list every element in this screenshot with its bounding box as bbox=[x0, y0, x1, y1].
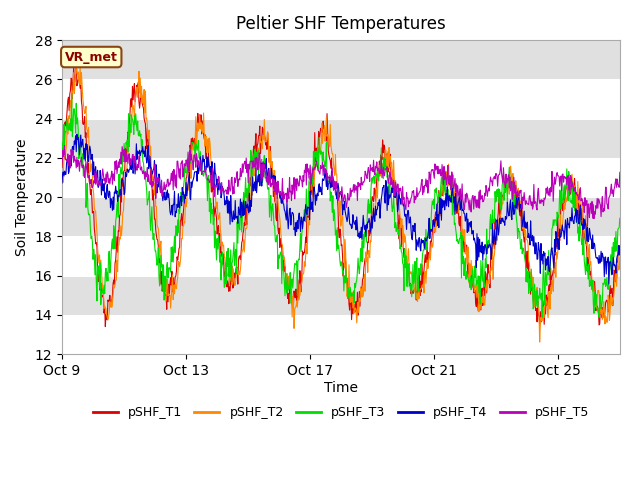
Bar bbox=[62, 40, 620, 79]
Bar bbox=[62, 119, 620, 158]
Title: Peltier SHF Temperatures: Peltier SHF Temperatures bbox=[236, 15, 446, 33]
Bar bbox=[62, 276, 620, 315]
X-axis label: Time: Time bbox=[324, 381, 358, 395]
Legend: pSHF_T1, pSHF_T2, pSHF_T3, pSHF_T4, pSHF_T5: pSHF_T1, pSHF_T2, pSHF_T3, pSHF_T4, pSHF… bbox=[88, 401, 594, 424]
Bar bbox=[62, 197, 620, 236]
Y-axis label: Soil Temperature: Soil Temperature bbox=[15, 138, 29, 256]
Text: VR_met: VR_met bbox=[65, 50, 118, 63]
